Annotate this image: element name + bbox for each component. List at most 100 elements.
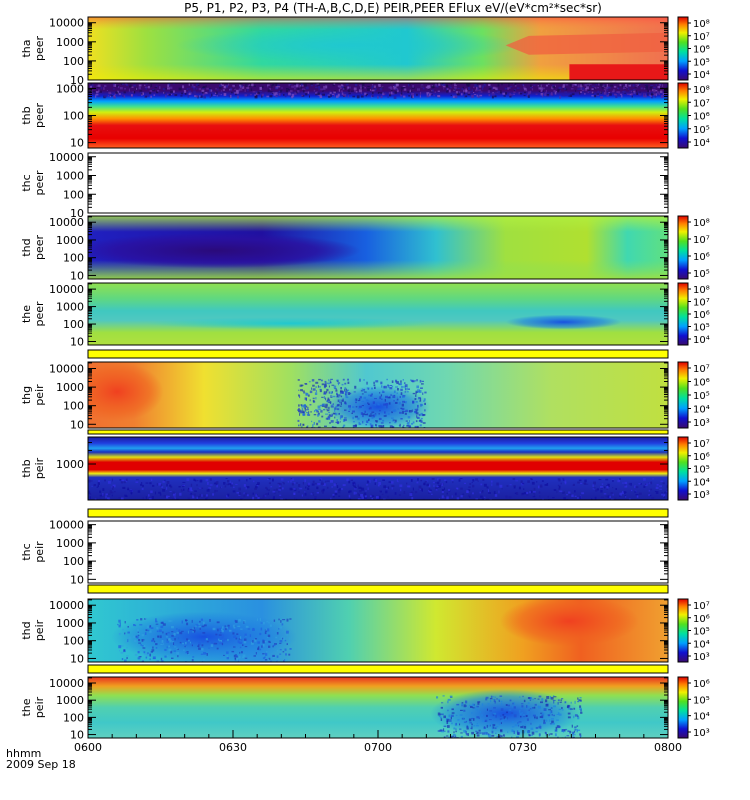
noise-speck xyxy=(256,484,259,485)
noise-speck xyxy=(303,391,306,394)
noise-speck xyxy=(152,638,155,641)
noise-speck xyxy=(563,491,565,494)
noise-speck xyxy=(558,488,561,490)
noise-speck xyxy=(327,382,330,385)
noise-speck xyxy=(138,656,141,658)
noise-speck xyxy=(588,89,591,92)
noise-speck xyxy=(573,707,576,710)
noise-speck xyxy=(472,479,475,482)
noise-speck xyxy=(279,649,282,651)
noise-speck xyxy=(219,641,222,645)
noise-speck xyxy=(313,494,315,496)
noise-speck xyxy=(404,412,407,415)
noise-speck xyxy=(335,412,338,416)
noise-speck xyxy=(644,483,647,485)
noise-speck xyxy=(429,489,432,492)
noise-speck xyxy=(201,89,205,92)
noise-speck xyxy=(265,91,267,94)
noise-speck xyxy=(513,485,516,487)
noise-speck xyxy=(451,495,453,498)
noise-speck xyxy=(124,494,127,497)
noise-speck xyxy=(336,380,339,382)
noise-speck xyxy=(198,496,200,498)
noise-speck xyxy=(294,92,297,95)
noise-speck xyxy=(275,87,278,90)
noise-speck xyxy=(298,407,300,411)
noise-speck xyxy=(123,649,125,652)
noise-speck xyxy=(379,396,382,400)
noise-speck xyxy=(434,91,436,93)
noise-speck xyxy=(189,492,193,495)
noise-speck xyxy=(416,416,420,419)
noise-speck xyxy=(298,389,300,391)
noise-speck xyxy=(432,85,435,88)
noise-speck xyxy=(520,480,523,483)
noise-speck xyxy=(366,413,369,416)
noise-speck xyxy=(495,714,497,718)
noise-speck xyxy=(205,85,207,88)
heatmap-noise xyxy=(117,618,292,662)
noise-speck xyxy=(556,719,559,721)
noise-speck xyxy=(179,641,182,644)
noise-speck xyxy=(245,625,249,628)
noise-speck xyxy=(600,489,603,493)
noise-speck xyxy=(617,87,620,90)
noise-speck xyxy=(536,481,538,483)
noise-speck xyxy=(332,395,336,398)
noise-speck xyxy=(262,496,265,499)
noise-speck xyxy=(408,84,411,86)
colorbar-tick-label: 10³ xyxy=(693,418,710,429)
noise-speck xyxy=(577,715,579,718)
noise-speck xyxy=(481,498,485,500)
noise-speck xyxy=(299,410,303,414)
noise-speck xyxy=(144,653,147,656)
noise-speck xyxy=(484,498,486,500)
noise-speck xyxy=(532,714,536,717)
separator-bar-frame-4 xyxy=(87,584,669,594)
noise-speck xyxy=(342,92,346,94)
noise-speck xyxy=(373,478,376,481)
noise-speck xyxy=(513,83,517,86)
colorbar xyxy=(677,82,689,149)
noise-speck xyxy=(381,398,383,400)
noise-speck xyxy=(369,406,372,410)
panel-label-instrument: thd xyxy=(20,621,33,639)
noise-speck xyxy=(301,426,303,428)
noise-speck xyxy=(114,84,117,87)
noise-speck xyxy=(401,92,405,96)
noise-speck xyxy=(122,92,124,94)
noise-speck xyxy=(141,660,143,662)
noise-speck xyxy=(243,484,246,487)
noise-speck xyxy=(166,481,170,484)
noise-speck xyxy=(479,710,482,714)
noise-speck xyxy=(420,420,423,423)
noise-speck xyxy=(635,84,637,86)
noise-speck xyxy=(473,704,475,706)
noise-speck xyxy=(562,94,566,97)
noise-speck xyxy=(321,489,324,493)
noise-speck xyxy=(171,635,174,637)
noise-speck xyxy=(104,479,106,482)
noise-speck xyxy=(357,498,361,500)
noise-speck xyxy=(304,407,306,410)
noise-speck xyxy=(414,398,417,401)
noise-speck xyxy=(155,623,159,625)
noise-speck xyxy=(481,491,484,494)
noise-speck xyxy=(464,482,466,484)
noise-speck xyxy=(266,479,270,481)
noise-speck xyxy=(304,397,307,400)
noise-speck xyxy=(138,659,141,661)
noise-speck xyxy=(418,420,420,422)
noise-speck xyxy=(481,703,484,706)
noise-speck xyxy=(187,94,190,98)
noise-speck xyxy=(651,92,653,96)
noise-speck xyxy=(99,90,102,93)
noise-speck xyxy=(302,85,304,87)
noise-speck xyxy=(275,659,277,661)
noise-speck xyxy=(383,498,386,500)
noise-speck xyxy=(203,95,206,99)
noise-speck xyxy=(275,95,278,98)
noise-speck xyxy=(428,93,431,97)
noise-speck xyxy=(636,92,638,95)
